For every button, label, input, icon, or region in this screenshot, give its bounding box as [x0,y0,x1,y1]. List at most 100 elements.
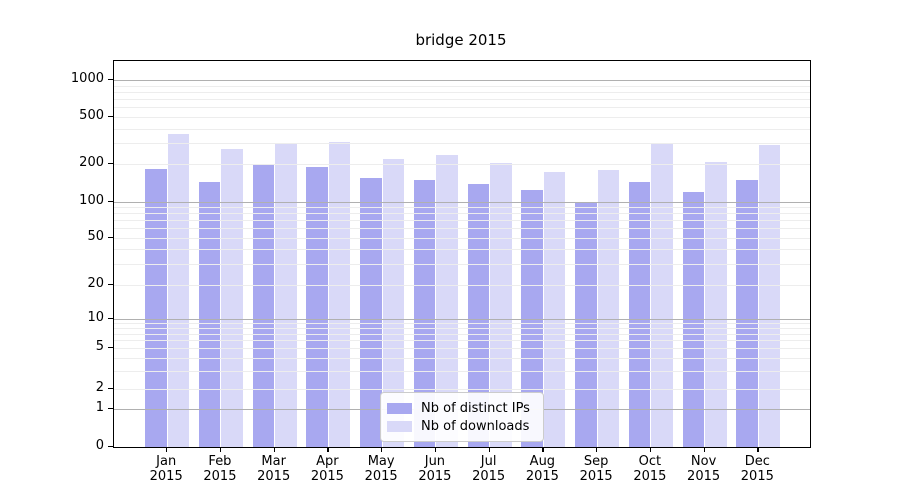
bar-downloads-may-2015 [382,159,405,447]
bar-distinct-ips-jun-2015 [413,179,436,447]
x-tick-label-oct-2015: Oct 2015 [633,454,667,484]
y-tick-label-500: 500 [79,108,104,123]
gridline-600 [114,107,810,109]
x-tick-mark-aug-2015 [542,447,544,452]
x-tick-label-aug-2015: Aug 2015 [525,454,559,484]
gridline-60 [114,228,810,230]
x-tick-label-may-2015: May 2015 [364,454,398,484]
x-tick-mark-jan-2015 [166,447,168,452]
legend-swatch-distinct-ips [387,402,412,414]
bar-distinct-ips-apr-2015 [306,167,328,447]
bar-downloads-nov-2015 [705,161,727,447]
bar-downloads-jan-2015 [167,133,190,447]
gridline-900 [114,85,810,87]
gridline-20 [114,285,810,287]
x-tick-mark-jul-2015 [488,447,490,452]
y-tick-label-0: 0 [95,438,104,453]
bar-downloads-jul-2015 [490,163,512,447]
x-tick-label-jul-2015: Jul 2015 [472,454,506,484]
x-tick-mark-mar-2015 [273,447,275,452]
gridline-4 [114,357,810,359]
bar-downloads-sep-2015 [597,169,620,447]
gridline-7 [114,333,810,335]
legend-label-distinct-ips: Nb of distinct IPs [421,400,530,416]
bar-distinct-ips-mar-2015 [252,164,275,447]
y-tick-label-5: 5 [95,338,104,354]
y-tick-mark-200 [108,163,113,165]
legend-item-downloads: Nb of downloads [387,417,535,435]
x-tick-label-mar-2015: Mar 2015 [257,454,291,484]
bar-downloads-apr-2015 [328,141,351,447]
x-tick-mark-oct-2015 [649,447,652,452]
y-tick-mark-100 [108,200,113,202]
gridline-30 [114,264,810,266]
bar-distinct-ips-oct-2015 [628,181,651,447]
bar-distinct-ips-dec-2015 [736,179,758,447]
y-tick-mark-1000 [108,79,113,81]
y-tick-label-200: 200 [79,155,104,171]
x-tick-mark-may-2015 [381,447,383,452]
gridline-100 [114,201,810,203]
gridline-8 [114,327,810,329]
bar-downloads-feb-2015 [221,148,243,447]
gridline-9 [114,323,810,325]
plot-area: Nb of distinct IPs Nb of downloads [113,60,811,448]
legend: Nb of distinct IPs Nb of downloads [380,392,544,442]
legend-item-distinct-ips: Nb of distinct IPs [387,399,535,417]
gridline-70 [114,220,810,222]
bar-downloads-jun-2015 [436,154,458,447]
x-tick-label-apr-2015: Apr 2015 [310,454,344,484]
x-tick-label-dec-2015: Dec 2015 [740,454,774,484]
gridline-300 [114,143,810,145]
y-tick-mark-5 [108,346,113,348]
gridline-50 [114,237,810,239]
x-tick-mark-jun-2015 [434,447,437,452]
y-tick-mark-10 [108,317,113,319]
x-tick-mark-apr-2015 [327,447,329,452]
y-tick-mark-0 [108,446,113,448]
y-tick-label-2: 2 [95,380,104,396]
x-tick-label-sep-2015: Sep 2015 [579,454,613,484]
gridline-2 [114,389,810,391]
bar-distinct-ips-feb-2015 [198,181,221,447]
gridline-10 [114,318,810,320]
bar-downloads-aug-2015 [543,171,566,447]
y-tick-mark-2 [108,388,113,390]
gridline-90 [114,207,810,209]
y-tick-mark-1 [108,407,113,409]
x-tick-label-jun-2015: Jun 2015 [418,454,452,484]
gridline-200 [114,164,810,166]
bar-distinct-ips-aug-2015 [521,189,543,447]
bar-downloads-mar-2015 [275,143,297,447]
gridline-5 [114,347,810,349]
bar-downloads-oct-2015 [651,143,673,447]
legend-swatch-downloads [387,420,412,432]
gridline-500 [114,117,810,118]
bar-distinct-ips-sep-2015 [575,203,597,447]
x-tick-mark-feb-2015 [219,447,222,452]
gridline-400 [114,128,810,130]
bar-distinct-ips-may-2015 [360,178,382,447]
gridline-800 [114,91,810,93]
gridline-6 [114,339,810,341]
gridline-3 [114,370,810,372]
x-tick-mark-nov-2015 [703,447,705,452]
y-tick-label-50: 50 [87,228,104,244]
bar-distinct-ips-jan-2015 [145,168,167,447]
y-tick-label-100: 100 [79,192,104,208]
x-tick-mark-dec-2015 [757,447,759,452]
x-tick-mark-sep-2015 [596,447,598,452]
gridline-80 [114,213,810,215]
gridline-40 [114,249,810,251]
chart-title: bridge 2015 [415,31,507,49]
y-tick-label-20: 20 [87,276,104,292]
y-tick-mark-20 [108,284,113,286]
x-tick-label-jan-2015: Jan 2015 [149,454,183,484]
gridline-700 [114,99,810,101]
y-tick-label-1000: 1000 [70,71,104,86]
y-tick-label-10: 10 [87,309,104,325]
y-tick-label-1: 1 [95,399,104,415]
y-tick-mark-50 [108,236,113,238]
x-tick-label-nov-2015: Nov 2015 [687,454,721,484]
